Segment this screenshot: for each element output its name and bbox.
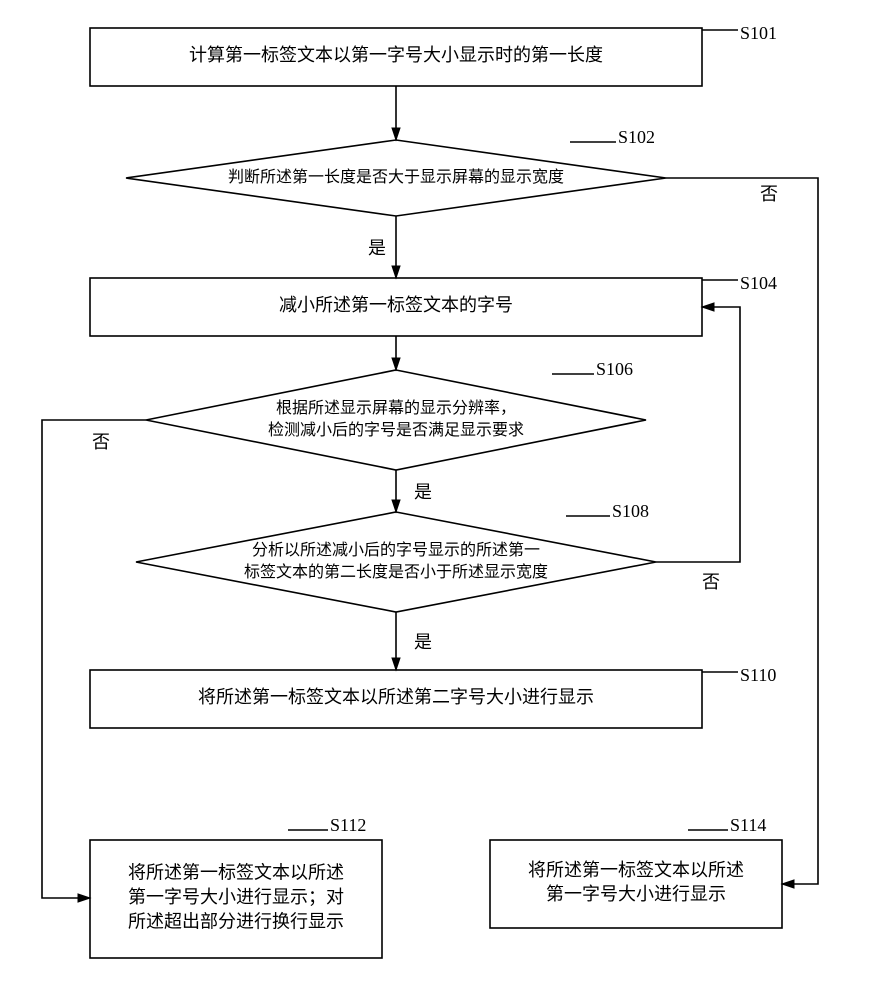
decision-diamond-s108 (136, 512, 656, 612)
step-label-s110: S110 (740, 665, 776, 685)
arrowhead (392, 128, 400, 140)
edge (656, 307, 740, 562)
edge (42, 420, 146, 898)
process-text-s104: 减小所述第一标签文本的字号 (279, 295, 513, 315)
arrowhead (782, 880, 794, 888)
edge-label-e6: 否 (92, 432, 110, 452)
step-label-s102: S102 (618, 127, 655, 147)
decision-text-s102: 判断所述第一长度是否大于显示屏幕的显示宽度 (228, 168, 564, 186)
decision-diamond-s106 (146, 370, 646, 470)
process-text-s110: 将所述第一标签文本以所述第二字号大小进行显示 (198, 687, 594, 707)
edge-label-e5: 是 (414, 482, 432, 502)
edge-label-e8: 否 (702, 572, 720, 592)
edge-label-e3: 否 (760, 184, 778, 204)
arrowhead (392, 358, 400, 370)
step-label-s104: S104 (740, 273, 777, 293)
step-label-s108: S108 (612, 501, 649, 521)
step-label-s112: S112 (330, 815, 366, 835)
arrowhead (702, 303, 714, 311)
step-label-s114: S114 (730, 815, 766, 835)
process-text-s101: 计算第一标签文本以第一字号大小显示时的第一长度 (189, 45, 603, 65)
arrowhead (392, 500, 400, 512)
step-label-s106: S106 (596, 359, 633, 379)
edge-label-e2: 是 (368, 238, 386, 258)
arrowhead (392, 658, 400, 670)
arrowhead (78, 894, 90, 902)
step-label-s101: S101 (740, 23, 777, 43)
arrowhead (392, 266, 400, 278)
edge-label-e7: 是 (414, 632, 432, 652)
process-text-s112: 将所述第一标签文本以所述第一字号大小进行显示；对所述超出部分进行换行显示 (128, 863, 344, 932)
